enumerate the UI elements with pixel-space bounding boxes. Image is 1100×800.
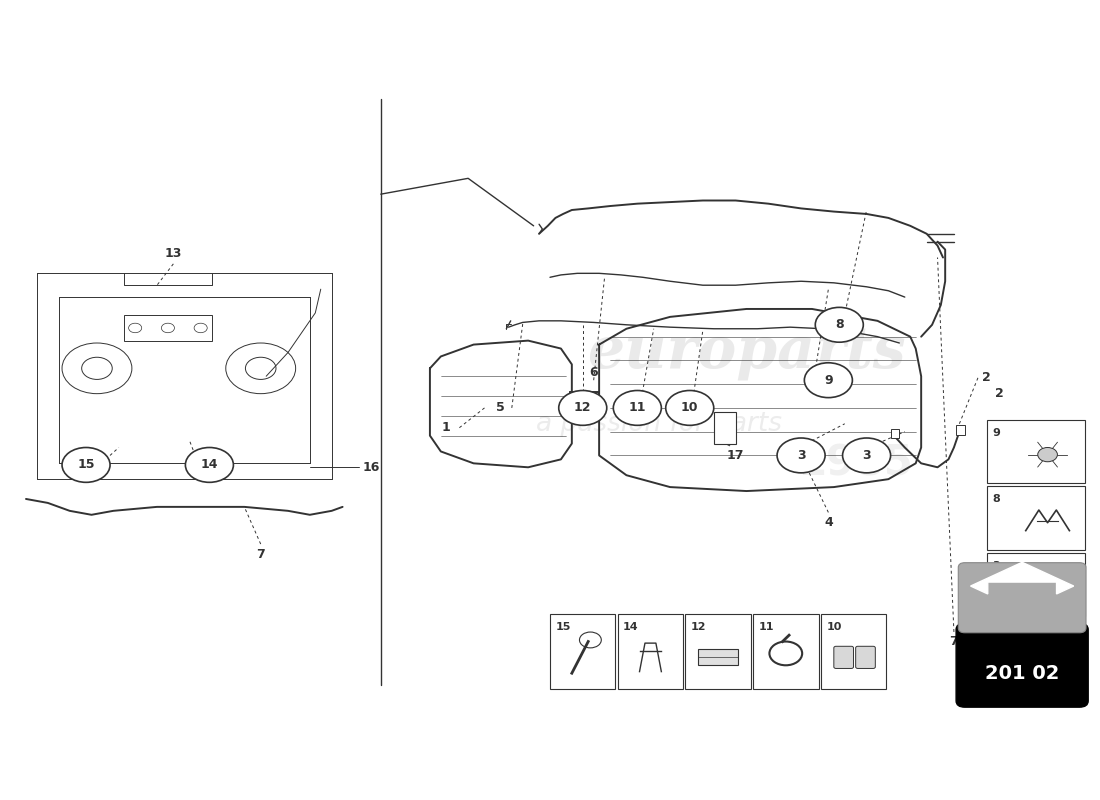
Text: europarts: europarts xyxy=(587,324,905,381)
FancyBboxPatch shape xyxy=(987,420,1085,483)
FancyBboxPatch shape xyxy=(698,650,738,666)
FancyBboxPatch shape xyxy=(550,614,616,689)
Text: 9: 9 xyxy=(824,374,833,386)
Text: 1: 1 xyxy=(442,422,451,434)
Text: 7: 7 xyxy=(949,635,958,648)
FancyBboxPatch shape xyxy=(856,646,876,669)
FancyBboxPatch shape xyxy=(754,614,818,689)
Text: 12: 12 xyxy=(691,622,706,632)
FancyBboxPatch shape xyxy=(821,614,887,689)
FancyBboxPatch shape xyxy=(958,562,1086,633)
FancyBboxPatch shape xyxy=(956,426,965,435)
FancyBboxPatch shape xyxy=(714,412,736,443)
Text: 15: 15 xyxy=(77,458,95,471)
Text: 5: 5 xyxy=(496,402,505,414)
Circle shape xyxy=(843,438,891,473)
Circle shape xyxy=(804,362,853,398)
Text: a passion for parts: a passion for parts xyxy=(536,410,782,437)
Text: 11: 11 xyxy=(628,402,646,414)
Text: 8: 8 xyxy=(835,318,844,331)
Text: 10: 10 xyxy=(681,402,698,414)
Text: 12: 12 xyxy=(574,402,592,414)
Text: 6: 6 xyxy=(590,366,598,378)
FancyBboxPatch shape xyxy=(987,553,1085,616)
FancyBboxPatch shape xyxy=(834,646,854,669)
Text: 3: 3 xyxy=(992,561,1000,570)
Text: 201 02: 201 02 xyxy=(984,664,1059,683)
Text: 3: 3 xyxy=(862,449,871,462)
FancyBboxPatch shape xyxy=(618,614,683,689)
FancyBboxPatch shape xyxy=(685,614,751,689)
FancyBboxPatch shape xyxy=(891,429,900,438)
Text: 3: 3 xyxy=(796,449,805,462)
Text: 4: 4 xyxy=(824,516,833,530)
Text: 8: 8 xyxy=(992,494,1000,504)
Circle shape xyxy=(1037,447,1057,462)
Circle shape xyxy=(815,307,864,342)
Text: 2: 2 xyxy=(982,371,991,384)
Circle shape xyxy=(1038,578,1056,590)
Text: 10: 10 xyxy=(826,622,842,632)
FancyBboxPatch shape xyxy=(124,315,211,341)
FancyBboxPatch shape xyxy=(956,623,1088,707)
Text: 14: 14 xyxy=(623,622,639,632)
Text: 1985: 1985 xyxy=(798,442,913,484)
Circle shape xyxy=(186,447,233,482)
FancyBboxPatch shape xyxy=(987,486,1085,550)
Circle shape xyxy=(62,447,110,482)
Text: 16: 16 xyxy=(362,461,380,474)
Text: 13: 13 xyxy=(165,247,183,260)
Polygon shape xyxy=(970,562,1074,594)
Circle shape xyxy=(614,390,661,426)
Circle shape xyxy=(777,438,825,473)
Text: 2: 2 xyxy=(996,387,1004,400)
Text: 9: 9 xyxy=(992,428,1000,438)
Text: 7: 7 xyxy=(256,548,265,561)
Text: 14: 14 xyxy=(200,458,218,471)
Text: 15: 15 xyxy=(556,622,571,632)
Circle shape xyxy=(1030,571,1065,596)
Circle shape xyxy=(559,390,607,426)
Circle shape xyxy=(666,390,714,426)
Text: 17: 17 xyxy=(727,449,745,462)
Text: 11: 11 xyxy=(759,622,774,632)
